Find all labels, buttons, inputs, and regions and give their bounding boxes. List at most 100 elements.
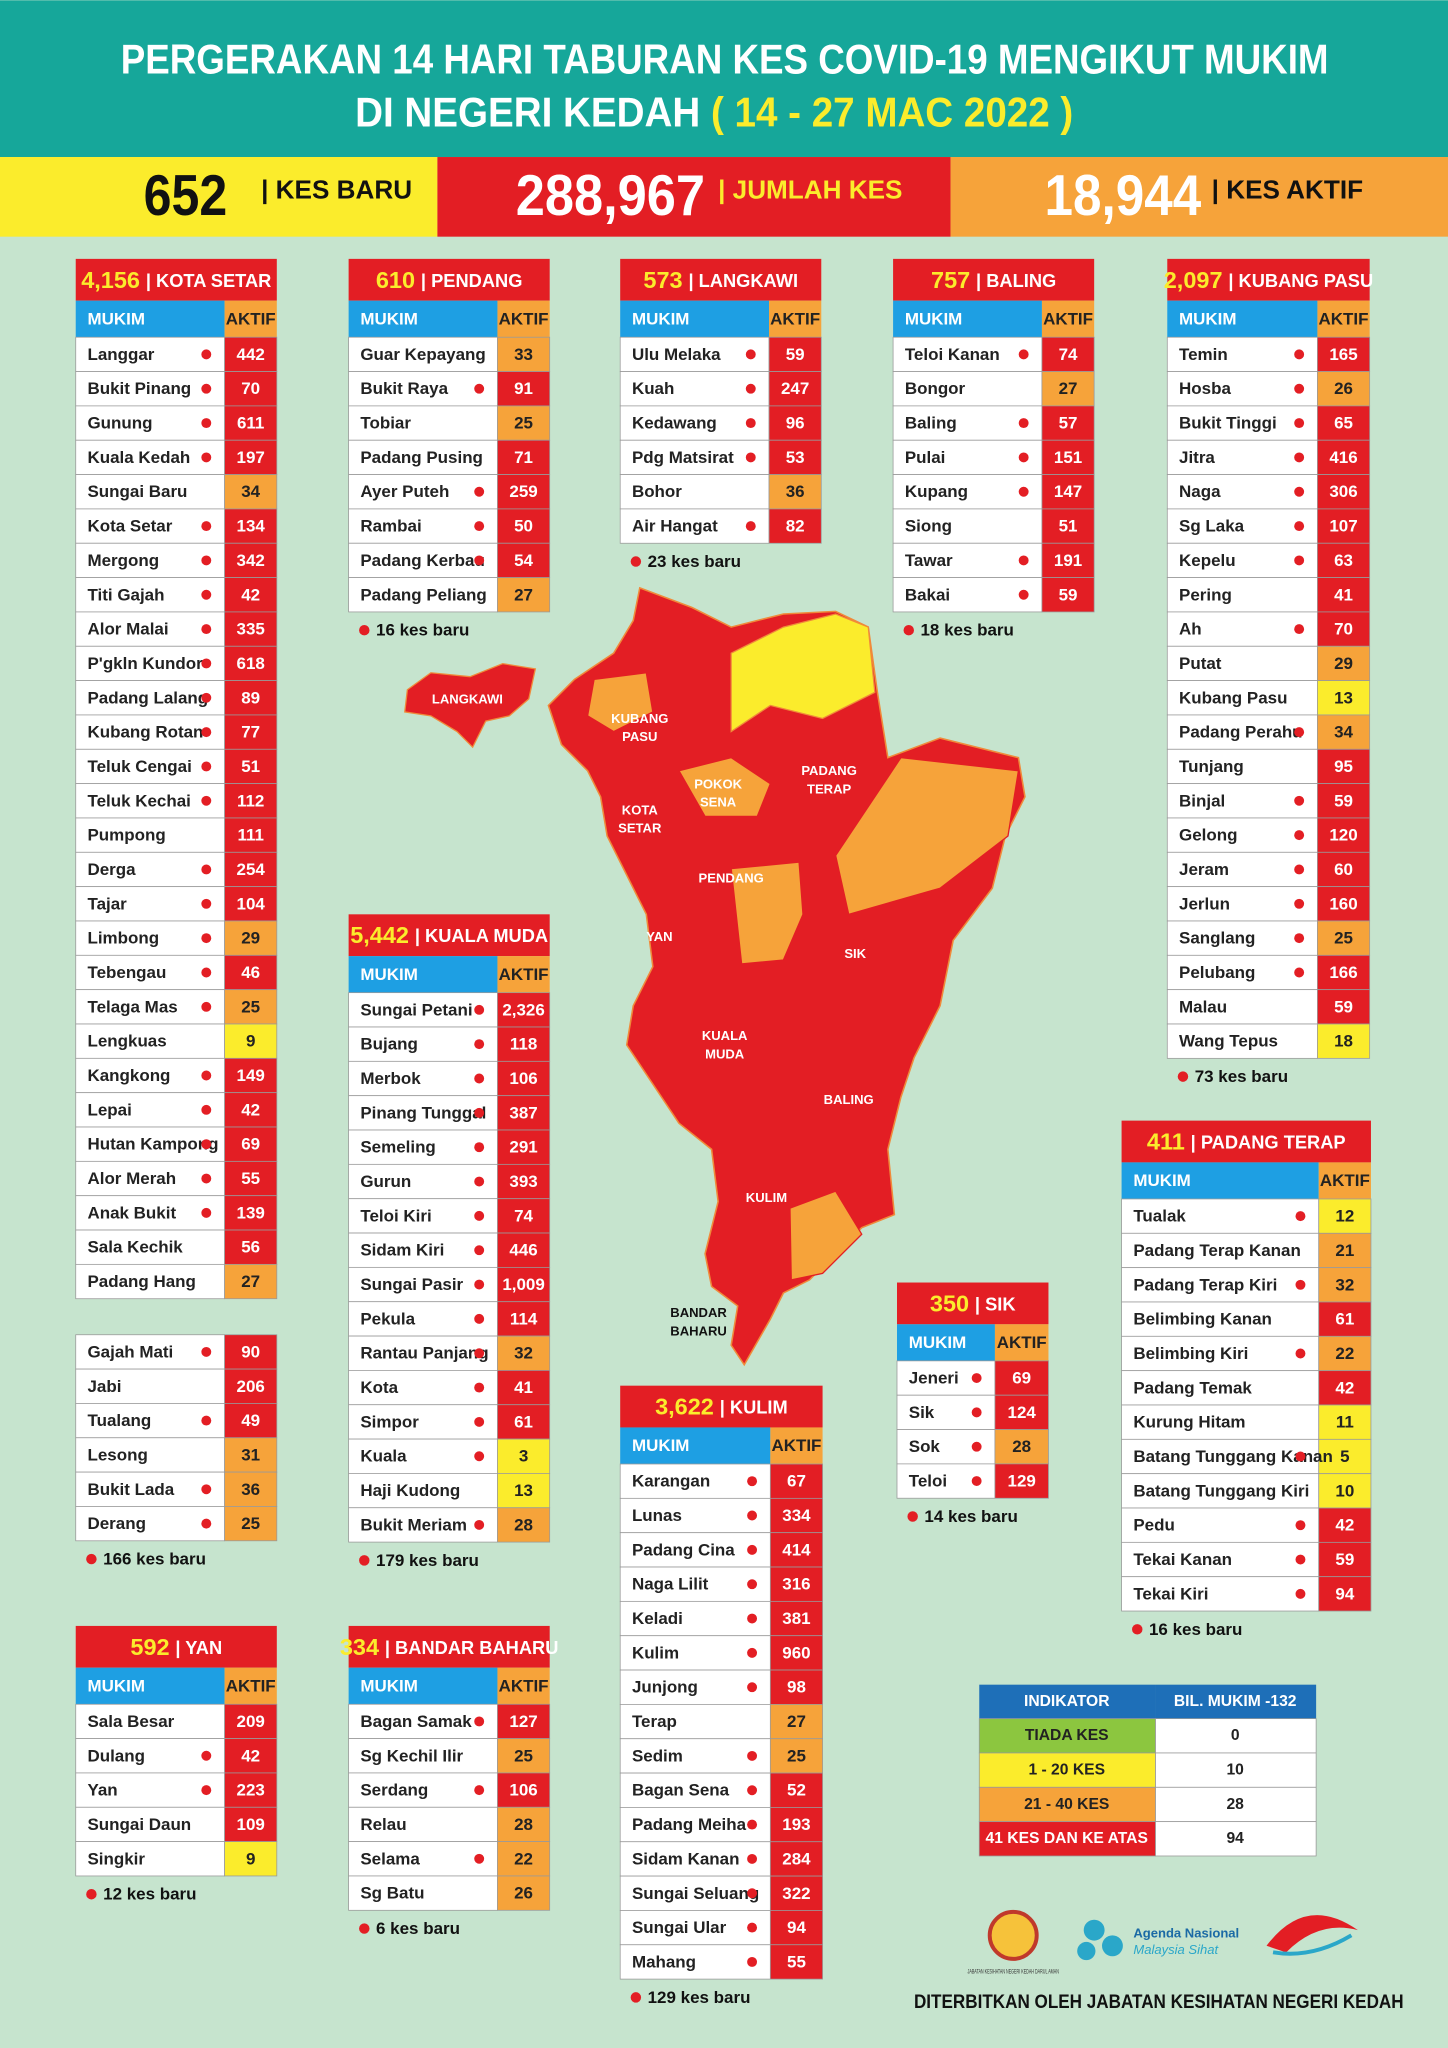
- row-bg: [619, 1944, 771, 1980]
- agenda-logo: [1101, 1935, 1123, 1957]
- aktif-value: 59: [786, 345, 805, 364]
- row-bg: [619, 1600, 771, 1637]
- column-header: MUKIM: [632, 309, 690, 328]
- aktif-cell: [1041, 371, 1095, 407]
- new-case-dot: [1294, 486, 1305, 497]
- new-case-dot: [747, 1922, 758, 1933]
- aktif-value: 49: [241, 1411, 260, 1430]
- mukim-name: Tajar: [87, 894, 127, 913]
- mukim-name: Bagan Sena: [632, 1781, 730, 1800]
- column-header: AKTIF: [1043, 309, 1093, 328]
- aktif-value: 63: [1334, 551, 1353, 570]
- mukim-name: Air Hangat: [632, 517, 718, 536]
- column-header: AKTIF: [770, 309, 820, 328]
- new-case-dot: [1018, 555, 1029, 566]
- aktif-value: 611: [237, 414, 264, 433]
- new-case-dot: [745, 452, 756, 463]
- aktif-value: 59: [1335, 1550, 1354, 1569]
- mukim-name: Serdang: [360, 1781, 428, 1800]
- new-case-dot: [747, 1544, 758, 1555]
- column-header-bg: [75, 1667, 225, 1705]
- mukim-name: Padang Pusing: [360, 448, 483, 467]
- new-case-dot: [201, 521, 212, 532]
- row-bg: [1121, 1370, 1320, 1406]
- mukim-name: Guar Kepayang: [360, 345, 485, 364]
- new-case-dot: [747, 1956, 758, 1967]
- new-case-dot: [201, 589, 212, 600]
- summary-new-bg: [0, 157, 438, 237]
- map-label: PENDANG: [699, 870, 764, 885]
- aktif-cell: [1317, 954, 1371, 991]
- new-case-dot: [1295, 1348, 1306, 1359]
- aktif-cell: [769, 1532, 823, 1568]
- aktif-value: 206: [237, 1377, 265, 1396]
- row-bg: [75, 920, 225, 956]
- district-header: 2,097 | KUBANG PASU: [1164, 267, 1373, 293]
- aktif-cell: [497, 336, 551, 372]
- mukim-name: Bagan Samak: [360, 1712, 472, 1731]
- new-case-dot: [474, 1382, 485, 1393]
- new-case-dot: [1018, 486, 1029, 497]
- map-orange-zone: [789, 1190, 863, 1281]
- aktif-value: 25: [241, 997, 260, 1016]
- row-bg: [619, 1635, 771, 1671]
- mukim-name: Sungai Ular: [632, 1918, 727, 1937]
- row-bg: [75, 1334, 225, 1370]
- new-case-dot: [747, 1613, 758, 1624]
- row-bg: [348, 474, 498, 510]
- new-case-dot: [630, 1992, 642, 2003]
- aktif-cell: [224, 371, 278, 407]
- mukim-name: Padang Kerbau: [360, 551, 484, 570]
- aktif-value: 3: [519, 1447, 528, 1466]
- aktif-value: 149: [237, 1066, 265, 1085]
- mukim-name: Sg Batu: [360, 1884, 424, 1903]
- mukim-name: Gelong: [1179, 826, 1237, 845]
- new-case-dot: [201, 898, 212, 909]
- aktif-value: 414: [782, 1540, 811, 1559]
- new-cases: 6 kes baru: [376, 1919, 460, 1938]
- mukim-name: Kubang Pasu: [1179, 688, 1287, 707]
- aktif-value: 54: [514, 551, 533, 570]
- map-label: KOTA: [622, 802, 659, 817]
- new-case-dot: [747, 1579, 758, 1590]
- new-case-dot: [630, 556, 642, 567]
- aktif-value: 11: [1336, 1413, 1354, 1432]
- new-case-dot: [747, 1819, 758, 1830]
- aktif-cell: [497, 1473, 551, 1509]
- new-case-dot: [1132, 1624, 1143, 1635]
- row-bg: [75, 1057, 225, 1094]
- map-label: SETAR: [618, 821, 662, 836]
- row-bg: [619, 371, 770, 407]
- new-case-dot: [474, 1451, 485, 1462]
- aktif-cell: [1041, 508, 1095, 544]
- aktif-value: 42: [1335, 1516, 1354, 1535]
- new-case-dot: [1294, 864, 1305, 875]
- row-bg: [1166, 886, 1318, 922]
- legend-color-cell: [978, 1752, 1156, 1788]
- mukim-name: Gurun: [360, 1172, 411, 1191]
- mukim-name: Sidam Kiri: [360, 1241, 444, 1260]
- district-header: 610 | PENDANG: [376, 267, 523, 293]
- district-header-bg: [620, 258, 822, 301]
- aktif-value: 335: [237, 620, 265, 639]
- mukim-name: Kedawang: [632, 414, 717, 433]
- new-case-dot: [359, 1923, 370, 1934]
- district-header-bg: [897, 1282, 1049, 1325]
- aktif-value: 46: [241, 963, 260, 982]
- row-bg: [348, 1335, 498, 1371]
- aktif-value: 139: [237, 1203, 265, 1222]
- agenda-logo: [1077, 1941, 1096, 1961]
- mukim-name: Sok: [909, 1437, 941, 1456]
- mukim-name: Singkir: [87, 1849, 145, 1868]
- row-bg: [348, 1370, 498, 1406]
- row-bg: [1121, 1576, 1320, 1612]
- aktif-value: 166: [1329, 963, 1357, 982]
- mukim-name: Tualak: [1133, 1207, 1186, 1226]
- district-name: | KUBANG PASU: [1228, 269, 1373, 290]
- row-bg: [619, 1703, 771, 1740]
- aktif-cell: [497, 1060, 551, 1097]
- aktif-value: 223: [237, 1781, 265, 1800]
- aktif-cell: [497, 1806, 551, 1843]
- aktif-value: 112: [237, 791, 264, 810]
- agenda-text: Malaysia Sihat: [1133, 1942, 1219, 1957]
